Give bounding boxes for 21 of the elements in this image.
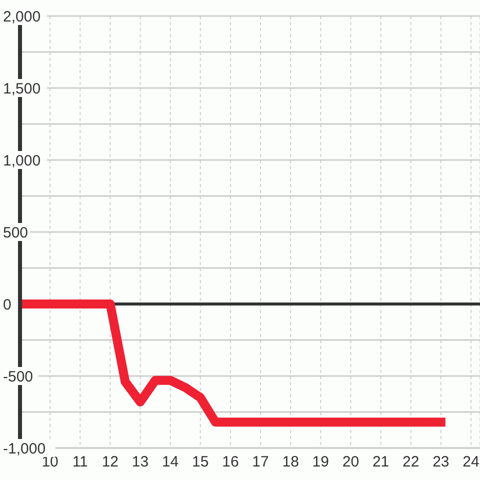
x-tick-label: 14	[162, 454, 179, 471]
y-tick-label: -500	[3, 368, 34, 386]
x-tick-label: 11	[72, 454, 88, 471]
x-tick-label: 23	[432, 454, 450, 471]
y-tick-label: 1,500	[3, 80, 41, 98]
y-tick-label: 0	[3, 296, 12, 314]
x-tick-label: 19	[312, 454, 329, 471]
x-tick-label: 22	[402, 454, 420, 471]
y-tick-label: 2,000	[3, 8, 41, 26]
x-tick-label: 18	[282, 454, 299, 471]
y-tick-label: -1,000	[3, 440, 46, 458]
x-tick-label: 16	[222, 454, 239, 471]
y-tick-label: 500	[3, 224, 28, 242]
y-tick-label: 1,000	[3, 152, 41, 170]
x-tick-label: 15	[192, 454, 209, 471]
x-tick-label: 24	[462, 454, 480, 471]
x-tick-label: 17	[252, 454, 269, 471]
x-tick-label: 12	[102, 454, 119, 471]
x-tick-label: 20	[342, 454, 360, 471]
x-tick-label: 21	[372, 454, 390, 471]
x-tick-label: 13	[132, 454, 149, 471]
